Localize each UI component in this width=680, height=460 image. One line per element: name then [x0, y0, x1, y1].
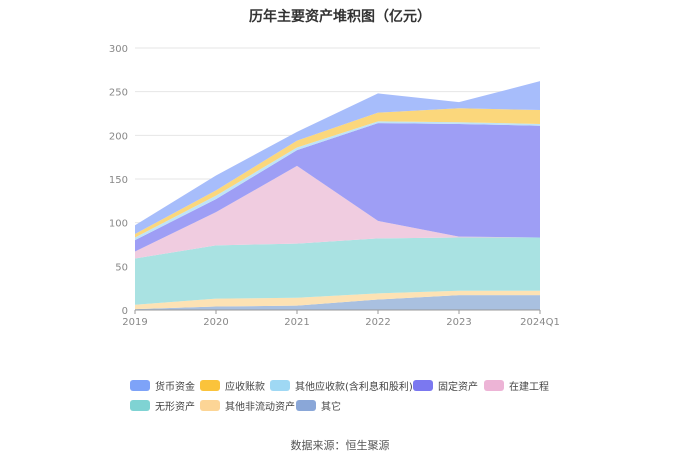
legend-item-cash[interactable]: 货币资金 [130, 378, 195, 393]
legend-swatch-other [296, 400, 316, 411]
legend-label-other: 其它 [321, 402, 341, 413]
legend-item-construction[interactable]: 在建工程 [484, 378, 549, 393]
legend-item-other[interactable]: 其它 [296, 398, 341, 413]
x-tick-label: 2020 [203, 317, 228, 328]
area-series-4[interactable] [135, 123, 540, 252]
legend-item-other-noncurrent[interactable]: 其他非流动资产 [200, 398, 295, 413]
area-series-6[interactable] [135, 108, 540, 238]
legend-swatch-other-noncurrent [200, 400, 220, 411]
area-series-1[interactable] [135, 290, 540, 310]
x-tick-label: 2022 [365, 317, 390, 328]
legend-label-intangible: 无形资产 [155, 402, 195, 413]
legend-item-receivables[interactable]: 应收账款 [200, 378, 265, 393]
x-tick-label: 2023 [446, 317, 471, 328]
x-tick-label: 2024Q1 [520, 317, 560, 328]
y-tick-label: 0 [122, 306, 128, 317]
legend-swatch-intangible [130, 400, 150, 411]
area-series-2[interactable] [135, 237, 540, 305]
stacked-area-chart: 0 50 100 150 200 250 300 2019 2020 2021 2022 2023 20… [109, 44, 560, 328]
chart-title: 历年主要资产堆积图（亿元） [249, 9, 431, 25]
legend-label-other-receivables: 其他应收款(含利息和股利) [295, 382, 413, 393]
legend-label-construction: 在建工程 [509, 382, 549, 393]
y-tick-label: 100 [109, 219, 128, 230]
y-tick-label: 150 [109, 175, 128, 186]
y-tick-label: 300 [109, 44, 128, 55]
axes: 0 50 100 150 200 250 300 2019 2020 2021 2022 2023 20… [109, 44, 560, 328]
x-tick-label: 2021 [284, 317, 309, 328]
area-series-layer [135, 81, 540, 310]
legend-item-fixed-assets[interactable]: 固定资产 [413, 378, 478, 393]
area-series-7[interactable] [135, 81, 540, 235]
legend-swatch-construction [484, 380, 504, 391]
legend-swatch-other-receivables [270, 380, 290, 391]
legend-swatch-fixed-assets [413, 380, 433, 391]
data-source: 数据来源：恒生聚源 [290, 439, 390, 452]
legend-label-cash: 货币资金 [155, 382, 195, 393]
y-tick-label: 50 [115, 262, 128, 273]
y-tick-label: 200 [109, 131, 128, 142]
y-tick-label: 250 [109, 88, 128, 99]
legend-swatch-receivables [200, 380, 220, 391]
area-series-3[interactable] [135, 165, 540, 259]
legend-item-intangible[interactable]: 无形资产 [130, 398, 195, 413]
legend-swatch-cash [130, 380, 150, 391]
legend-item-other-receivables[interactable]: 其他应收款(含利息和股利) [270, 378, 413, 393]
legend-label-receivables: 应收账款 [225, 382, 265, 393]
legend-label-other-noncurrent: 其他非流动资产 [225, 402, 295, 413]
x-tick-label: 2019 [122, 317, 147, 328]
legend-label-fixed-assets: 固定资产 [438, 382, 478, 393]
